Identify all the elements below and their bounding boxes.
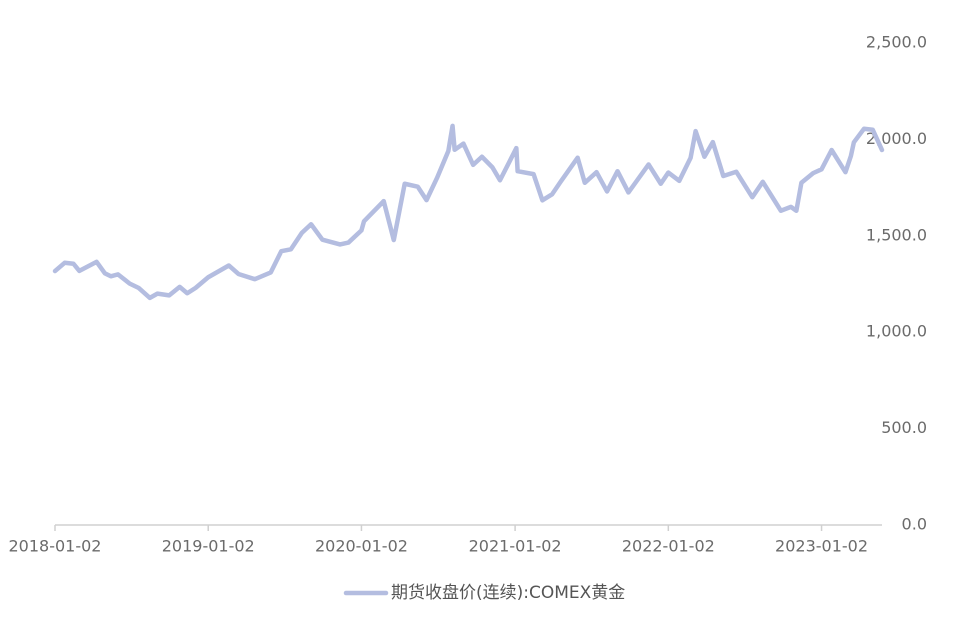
y-tick-label: 2,500.0 (866, 33, 927, 52)
y-tick-label: 1,000.0 (866, 322, 927, 341)
y-tick-label: 0.0 (902, 515, 927, 534)
x-tick-label: 2022-01-02 (622, 537, 715, 556)
legend-label: 期货收盘价(连续):COMEX黄金 (391, 583, 625, 603)
x-tick-label: 2020-01-02 (315, 537, 408, 556)
x-tick-label: 2021-01-02 (469, 537, 562, 556)
x-tick-label: 2019-01-02 (162, 537, 255, 556)
x-tick-label: 2023-01-02 (775, 537, 868, 556)
y-tick-label: 1,500.0 (866, 225, 927, 244)
y-tick-label: 500.0 (881, 418, 927, 437)
series-line (52, 123, 885, 301)
x-tick-label: 2018-01-02 (9, 537, 102, 556)
